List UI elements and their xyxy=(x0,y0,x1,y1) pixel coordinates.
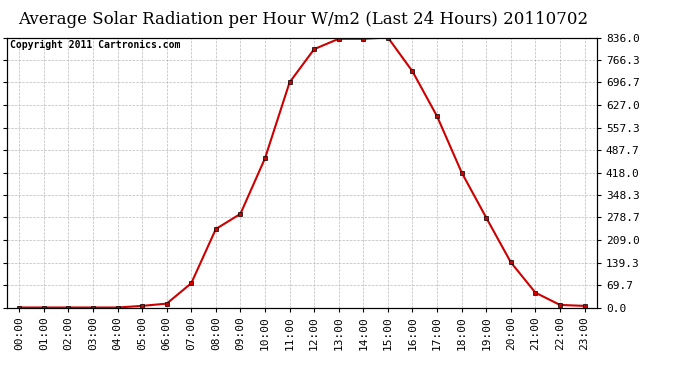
Text: Average Solar Radiation per Hour W/m2 (Last 24 Hours) 20110702: Average Solar Radiation per Hour W/m2 (L… xyxy=(19,11,589,28)
Text: Copyright 2011 Cartronics.com: Copyright 2011 Cartronics.com xyxy=(10,40,180,50)
